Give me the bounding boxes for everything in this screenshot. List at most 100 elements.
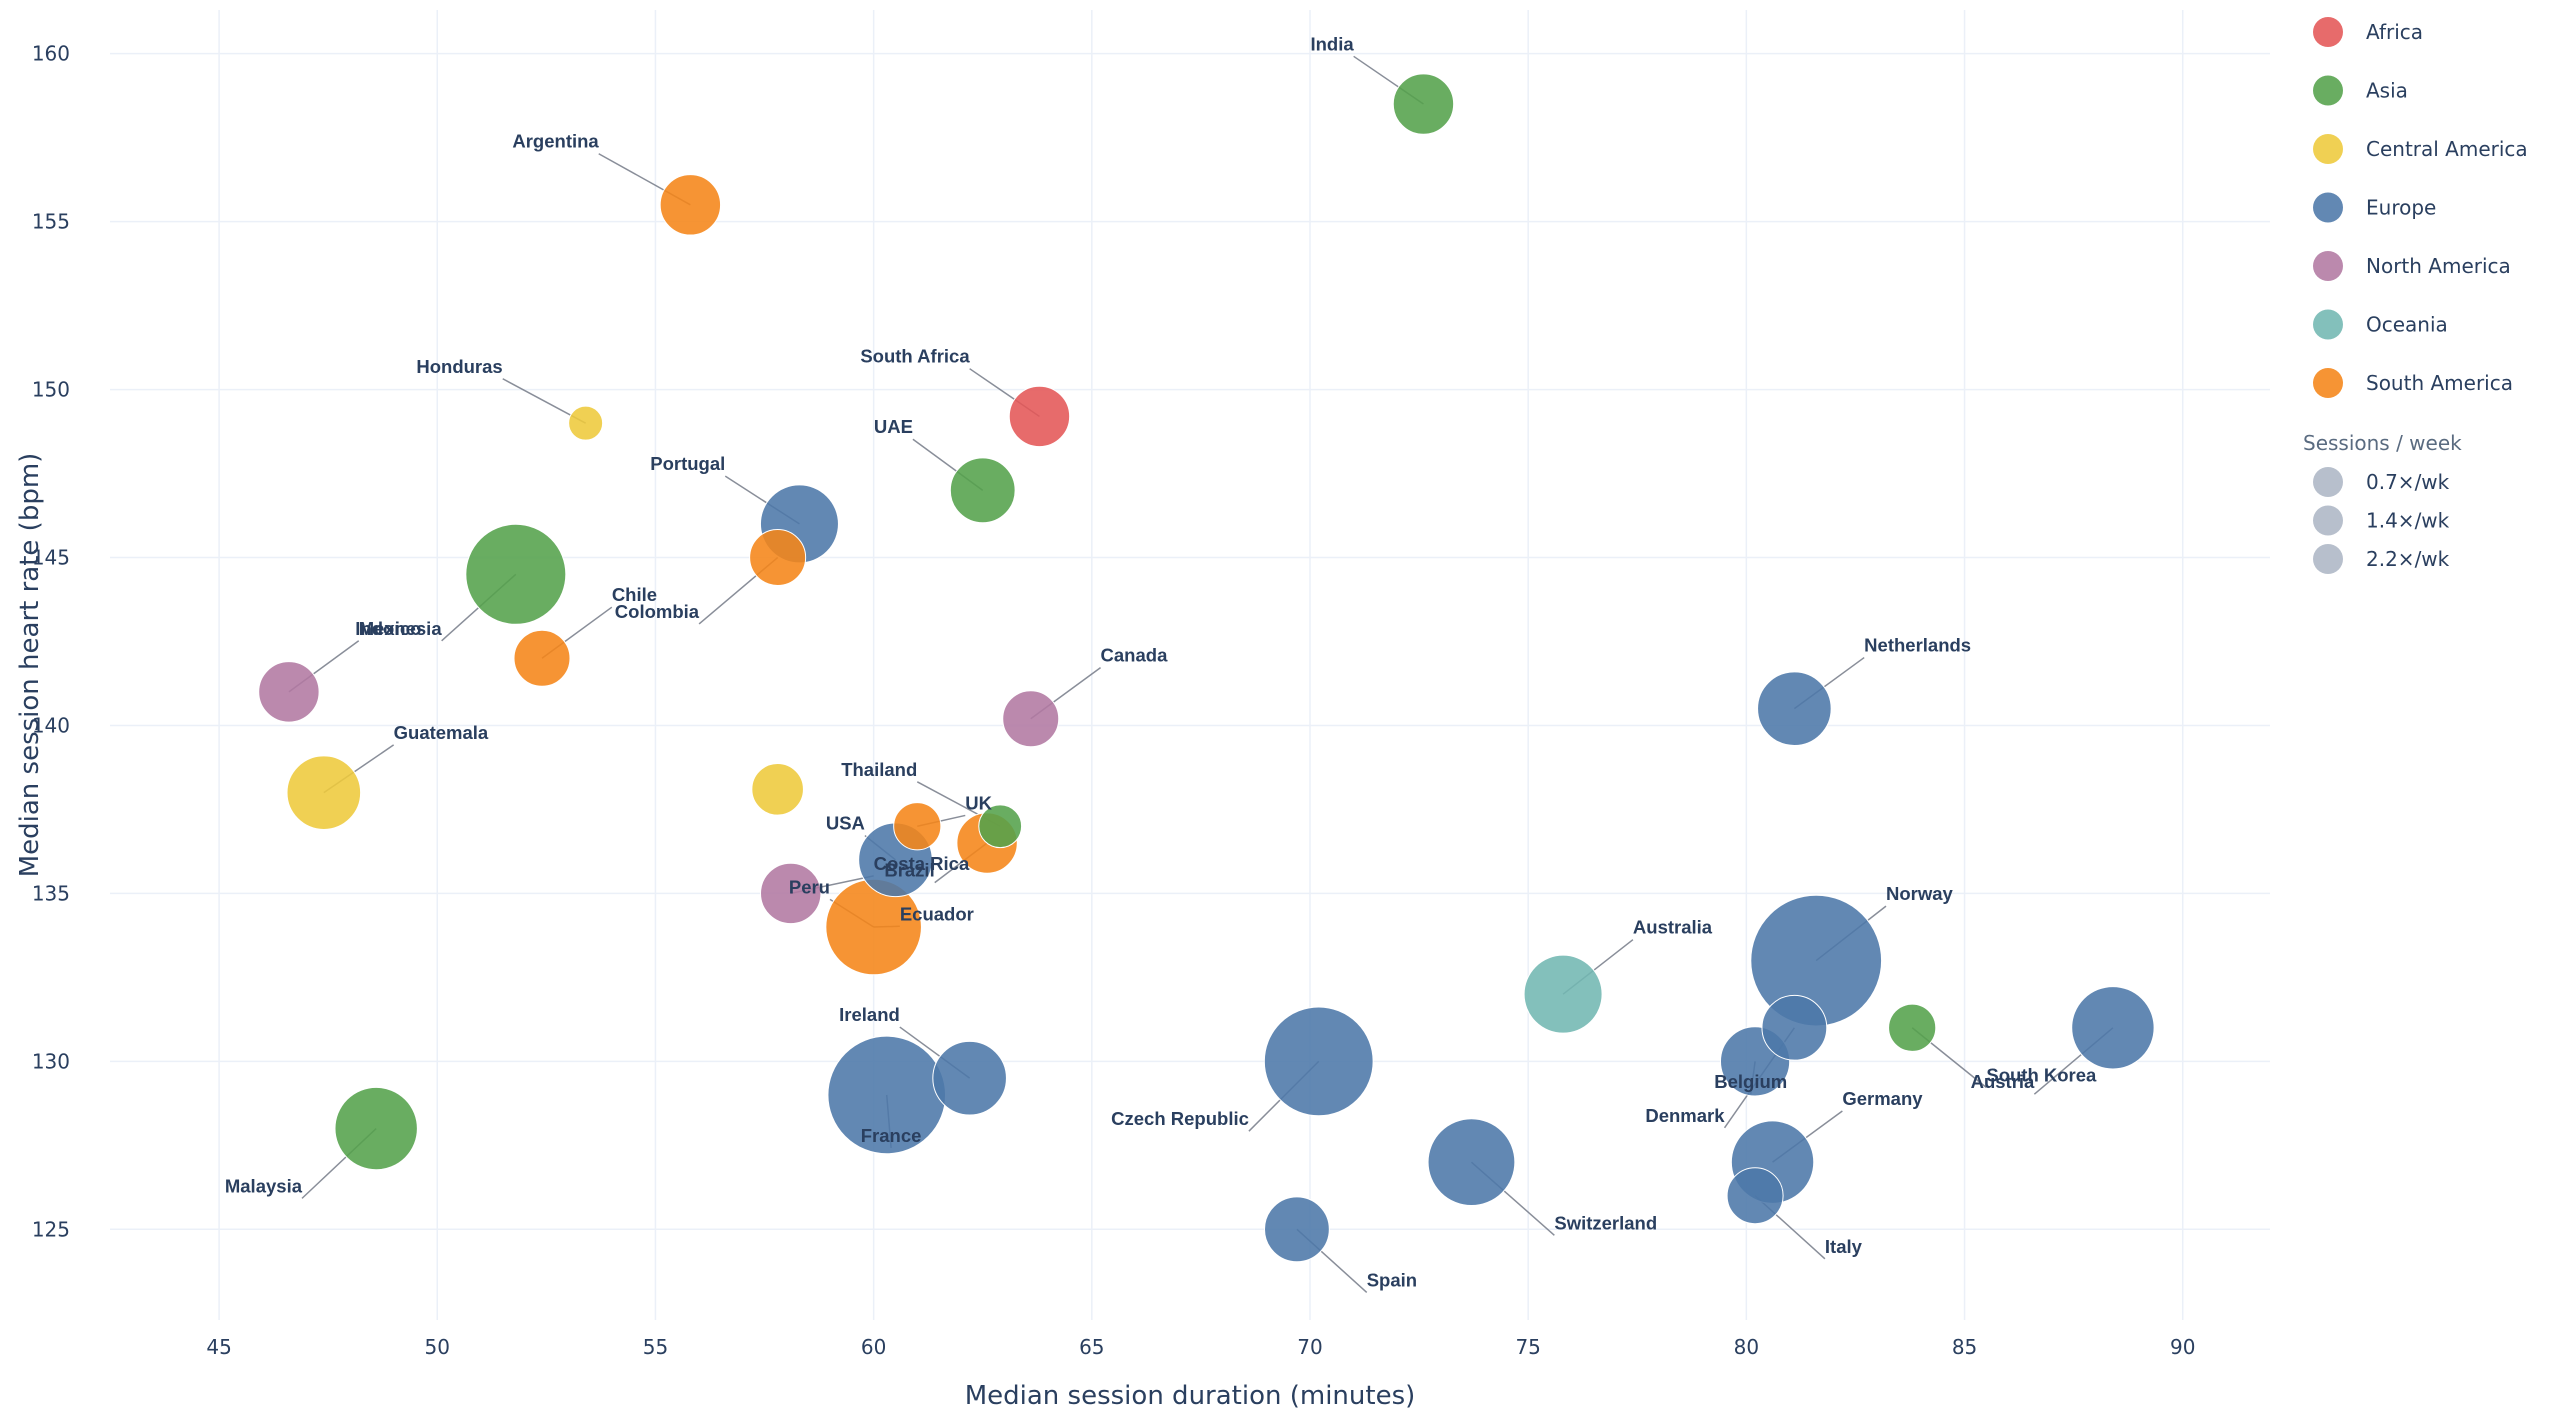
tick-labels: 45 50 55 60 65 70 75 80 85 90 125 130 135 140 145 150 15… [32,42,2196,1359]
size-legend-marker [2313,505,2343,536]
y-tick-label: 125 [32,1217,70,1241]
bubble-ireland[interactable] [932,1040,1007,1116]
grid [110,10,2270,1320]
legend-marker-central-america[interactable] [2313,134,2343,164]
bubble-mexico[interactable] [258,661,320,723]
legend-label-africa[interactable]: Africa [2366,20,2423,44]
label-south-africa: South Africa [860,346,970,367]
bubble-south-korea[interactable] [1888,1003,1937,1052]
y-tick-label: 140 [32,713,70,737]
size-legend-marker [2313,544,2343,574]
label-costa-rica: Costa Rica [874,853,970,874]
bubble-canada[interactable] [1002,690,1060,748]
label-chile: Chile [612,584,657,605]
bubble-austria[interactable] [2071,986,2155,1070]
x-tick-label: 65 [1079,1335,1104,1359]
bubble-costa-rica[interactable] [760,862,822,925]
bubble-chile[interactable] [513,629,571,687]
label-belgium: Belgium [1714,1071,1787,1092]
label-uae: UAE [874,416,913,437]
legend-label-south-america[interactable]: South America [2366,371,2513,395]
bubble-indonesia[interactable] [465,523,567,625]
label-india: India [1310,33,1354,54]
label-austria: Austria [1971,1071,2035,1092]
legend-label-asia[interactable]: Asia [2366,79,2408,103]
annotation-connectors [288,55,2114,1293]
bubble-guatemala[interactable] [286,755,362,830]
label-italy: Italy [1825,1236,1863,1257]
x-tick-label: 45 [206,1335,231,1359]
label-denmark: Denmark [1645,1105,1725,1126]
bubble-south-africa[interactable] [1008,385,1071,448]
bubble-czech-republic[interactable] [1263,1006,1374,1117]
x-axis-title: Median session duration (minutes) [965,1381,1416,1411]
label-portugal: Portugal [650,453,725,474]
legend: Africa Asia Central America Europe North Ame… [2303,17,2528,574]
label-argentina: Argentina [512,131,599,152]
label-canada: Canada [1101,645,1169,666]
bubble-central-america[interactable] [751,762,804,816]
y-tick-label: 130 [32,1049,70,1073]
legend-label-oceania[interactable]: Oceania [2366,313,2448,337]
label-malaysia: Malaysia [225,1175,303,1196]
bubble-uk[interactable] [893,802,942,851]
legend-marker-south-america[interactable] [2313,368,2343,398]
y-axis-title: Median session heart rate (bpm) [15,453,45,878]
size-legend-label: 0.7×/wk [2366,470,2450,494]
x-tick-label: 60 [861,1335,886,1359]
label-brazil: Brazil [884,860,934,881]
legend-marker-north-america[interactable] [2313,251,2343,281]
legend-label-north-america[interactable]: North America [2366,254,2511,278]
label-ireland: Ireland [839,1004,900,1025]
label-spain: Spain [1367,1269,1417,1290]
x-tick-label: 80 [1734,1335,1759,1359]
size-legend-label: 2.2×/wk [2366,547,2450,571]
x-tick-label: 50 [425,1335,450,1359]
legend-marker-europe[interactable] [2313,192,2343,223]
label-colombia: Colombia [615,601,700,622]
y-tick-label: 155 [32,210,70,234]
label-uk: UK [965,792,992,813]
bubble-australia[interactable] [1523,954,1603,1034]
label-germany: Germany [1842,1088,1923,1109]
bubble-uae[interactable] [949,457,1016,524]
size-legend-marker [2313,467,2343,497]
bubble-malaysia[interactable] [334,1086,418,1171]
bubble-denmark[interactable] [1761,994,1828,1061]
bubble-italy[interactable] [1726,1167,1784,1225]
label-netherlands: Netherlands [1864,635,1971,656]
bubble-thailand[interactable] [978,804,1023,849]
label-honduras: Honduras [416,356,502,377]
bubble-argentina[interactable] [659,174,722,236]
y-tick-label: 150 [32,378,70,402]
label-ecuador: Ecuador [900,903,974,924]
bubble-india[interactable] [1392,73,1455,135]
y-tick-label: 145 [32,546,70,570]
x-tick-label: 90 [2170,1335,2195,1359]
bubble-switzerland[interactable] [1427,1118,1516,1207]
bubble-honduras[interactable] [568,405,604,441]
x-tick-label: 85 [1952,1335,1977,1359]
label-australia: Australia [1633,917,1713,938]
y-tick-label: 135 [32,881,70,905]
legend-marker-oceania[interactable] [2313,309,2343,340]
bubble-colombia[interactable] [749,529,807,587]
x-tick-label: 75 [1515,1335,1540,1359]
x-tick-label: 70 [1297,1335,1322,1359]
bubble-spain[interactable] [1264,1196,1330,1263]
label-peru: Peru [789,876,830,897]
label-south-korea: South Korea [1986,1065,2097,1086]
label-czech-republic: Czech Republic [1111,1108,1249,1129]
legend-marker-africa[interactable] [2313,17,2343,47]
legend-label-central-america[interactable]: Central America [2366,137,2528,161]
label-france: France [861,1125,922,1146]
label-thailand: Thailand [841,759,917,780]
label-guatemala: Guatemala [394,722,489,743]
bubble-netherlands[interactable] [1757,671,1832,746]
legend-marker-asia[interactable] [2313,75,2343,106]
legend-label-europe[interactable]: Europe [2366,196,2436,220]
label-norway: Norway [1886,883,1954,904]
label-switzerland: Switzerland [1554,1212,1657,1233]
x-tick-label: 55 [643,1335,668,1359]
